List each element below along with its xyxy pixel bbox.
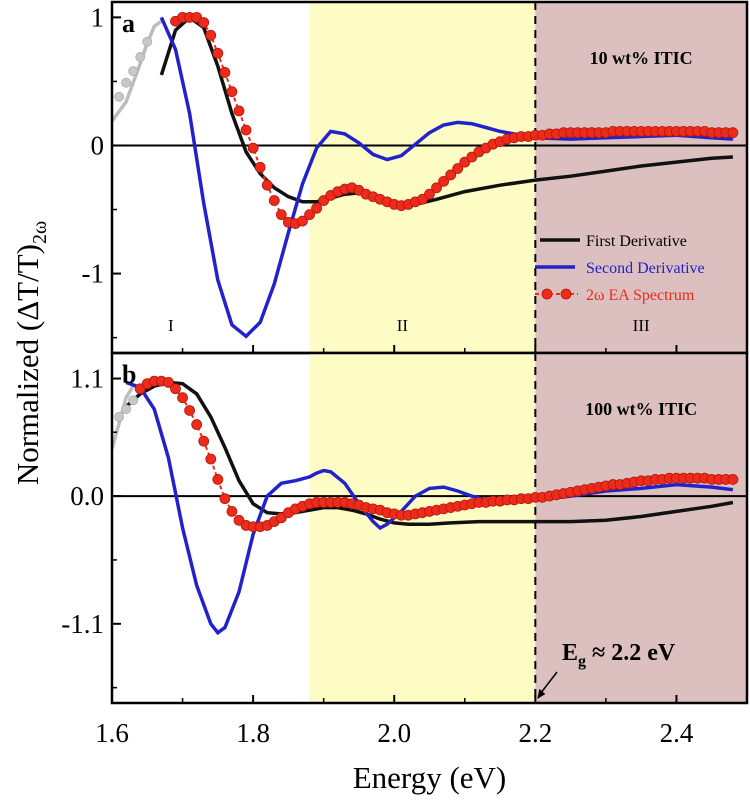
y-tick-label: 0 (91, 130, 105, 160)
x-tick-label: 2.2 (518, 718, 552, 748)
x-tick-label: 1.6 (95, 718, 129, 748)
ea-point (219, 493, 231, 505)
x-tick-label: 2.0 (377, 718, 411, 748)
y-tick-label: -1.1 (61, 609, 104, 639)
legend-second-label: Second Derivative (586, 260, 705, 277)
y-tick-label: 1 (91, 2, 105, 32)
ea-point (198, 435, 210, 447)
x-tick-label: 2.4 (660, 718, 694, 748)
y-tick-label: -1 (82, 259, 105, 289)
ea-gray-point (114, 411, 124, 422)
common-axes: 1.6 1.8 2.0 2.2 2.4 Energy (eV) Normalized (ΔT… (10, 221, 694, 795)
ea-gray-point (121, 77, 132, 88)
ea-point (205, 29, 217, 41)
eg-arrow-head (537, 689, 546, 699)
region-label: III (633, 316, 650, 335)
ea-point (226, 86, 238, 98)
ea-gray-point (128, 66, 139, 77)
ea-point (297, 215, 308, 227)
ea-point (205, 453, 217, 465)
panel-letter: b (122, 360, 136, 389)
ea-gray-point (142, 36, 153, 47)
sample-label: 10 wt% ITIC (590, 48, 693, 68)
region-label: I (168, 316, 174, 335)
ea-gray-point (121, 404, 132, 415)
panel-letter: a (122, 9, 135, 38)
ea-point (191, 419, 203, 430)
ea-point (275, 209, 287, 221)
eg-annotation: Eg ≈ 2.2 eV (562, 640, 676, 670)
x-tick-label: 1.8 (236, 718, 270, 748)
region-label: II (397, 316, 409, 335)
ea-point (226, 505, 238, 517)
ea-point (452, 163, 464, 174)
ea-point (727, 127, 739, 139)
legend-ea-marker (541, 288, 553, 300)
ea-point (198, 17, 210, 28)
ea-point (268, 195, 280, 206)
ea-point (247, 142, 259, 154)
region-ii-shade (309, 353, 536, 703)
ea-point (233, 105, 245, 117)
ea-point (445, 169, 457, 181)
first-derivative-gray-line (110, 19, 163, 123)
ea-point (212, 474, 224, 485)
first-derivative-line (124, 380, 734, 526)
ea-point (311, 202, 323, 214)
eg-arrow-line (538, 671, 558, 696)
panel-b: 1.1 0.0 -1.1 b 100 wt% ITIC Eg ≈ 2.2 eV (61, 351, 749, 705)
ea-point (170, 383, 181, 395)
ea-point (438, 175, 450, 187)
ea-point (177, 392, 188, 404)
region-ii-shade (309, 2, 536, 353)
sample-label: 100 wt% ITIC (585, 399, 697, 419)
legend-ea-marker (560, 288, 572, 300)
legend-first-label: First Derivative (586, 233, 687, 250)
ea-point (431, 182, 442, 194)
panel-frame (110, 351, 749, 705)
ea-point (163, 376, 174, 388)
ea-gray-point (135, 52, 146, 62)
legend-ea-label: 2ω EA Spectrum (586, 287, 695, 304)
y-tick-label: 0.0 (70, 481, 104, 511)
ea-point (261, 179, 273, 191)
ea-gray-point (114, 91, 124, 102)
ea-point (304, 209, 315, 221)
y-tick-label: 1.1 (70, 364, 104, 394)
x-axis-label: Energy (eV) (353, 760, 507, 795)
region-iii-shade (535, 353, 747, 703)
ea-gray-point (128, 395, 139, 406)
ea-point (240, 124, 252, 136)
ea-point (254, 161, 266, 173)
ea-point (184, 405, 196, 416)
ea-point (219, 67, 231, 78)
ea-point (424, 188, 435, 200)
ea-point (727, 474, 739, 485)
ea-point (212, 47, 224, 59)
y-axis-label: Normalized (ΔT/T)2ω (10, 221, 51, 485)
